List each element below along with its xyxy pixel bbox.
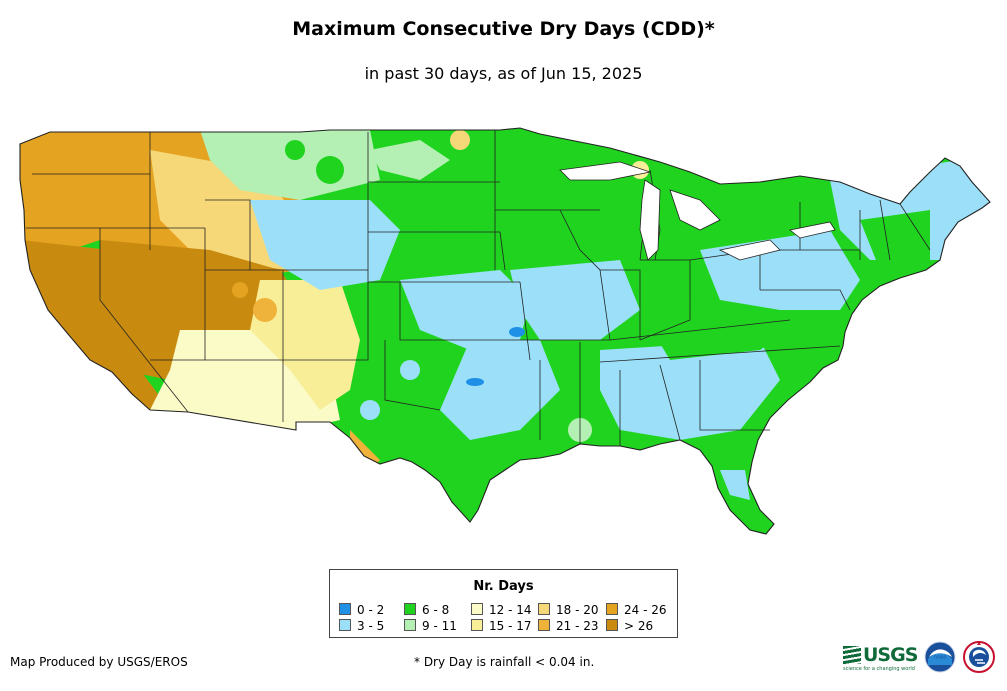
legend-swatch bbox=[339, 619, 351, 631]
nws-cloud bbox=[973, 649, 986, 657]
region-kansas-plains bbox=[400, 270, 530, 350]
legend-swatch bbox=[606, 619, 618, 631]
legend-item: 12 - 14 bbox=[471, 603, 532, 617]
legend-swatch bbox=[606, 603, 618, 615]
speckle bbox=[285, 140, 305, 160]
map-title: Maximum Consecutive Dry Days (CDD)* bbox=[292, 18, 715, 40]
legend-label: 24 - 26 bbox=[624, 603, 667, 617]
legend-label: 3 - 5 bbox=[357, 619, 385, 633]
region-four-corners bbox=[250, 280, 360, 410]
legend-swatch bbox=[471, 619, 483, 631]
usgs-wordmark: USGS bbox=[863, 644, 918, 666]
region-north-dakota-patch bbox=[370, 140, 450, 180]
legend-item: 24 - 26 bbox=[606, 603, 667, 617]
noaa-text: noaa bbox=[934, 655, 946, 661]
legend-label: 21 - 23 bbox=[556, 619, 599, 633]
legend-item: 6 - 8 bbox=[404, 603, 449, 617]
great-lakes bbox=[559, 161, 836, 261]
region-southeast bbox=[600, 340, 780, 440]
legend-swatch bbox=[538, 603, 550, 615]
usgs-tagline: science for a changing world bbox=[843, 666, 915, 672]
map-credit: Map Produced by USGS/EROS bbox=[10, 655, 188, 669]
region-california bbox=[20, 240, 170, 410]
region-texas-coast bbox=[440, 340, 560, 440]
region-appalachia bbox=[640, 290, 790, 360]
legend-label: 9 - 11 bbox=[422, 619, 457, 633]
map-subtitle: in past 30 days, as of Jun 15, 2025 bbox=[364, 64, 643, 83]
noaa-bird bbox=[929, 649, 952, 657]
legend-item: 15 - 17 bbox=[471, 619, 532, 633]
legend-swatch bbox=[538, 619, 550, 631]
nws-wind-lines bbox=[975, 659, 985, 664]
usgs-wave-icon bbox=[843, 646, 861, 664]
speckle bbox=[360, 400, 380, 420]
dry-day-footnote: * Dry Day is rainfall < 0.04 in. bbox=[414, 655, 595, 669]
nws-logo bbox=[963, 641, 995, 673]
region-mass-patch bbox=[860, 210, 930, 270]
legend-label: 12 - 14 bbox=[489, 603, 532, 617]
usgs-logo: USGS science for a changing world bbox=[843, 644, 919, 672]
speckle bbox=[400, 360, 420, 380]
legend-title: Nr. Days bbox=[473, 579, 534, 594]
region-florida-blue bbox=[720, 470, 750, 500]
legend-item: > 26 bbox=[606, 619, 653, 633]
legend-label: 18 - 20 bbox=[556, 603, 599, 617]
legend-label: > 26 bbox=[624, 619, 654, 633]
cdd-map bbox=[19, 127, 991, 535]
legend-item: 9 - 11 bbox=[404, 619, 457, 633]
speckle bbox=[232, 282, 248, 298]
legend: Nr. Days 0 - 2 3 - 5 6 - 8 9 - 11 12 - 1… bbox=[329, 569, 678, 638]
legend-label: 6 - 8 bbox=[422, 603, 450, 617]
region-oklahoma-wet bbox=[466, 378, 484, 386]
nws-marker bbox=[977, 642, 981, 645]
legend-label: 15 - 17 bbox=[489, 619, 532, 633]
region-kansas-wet bbox=[509, 327, 525, 337]
legend-swatch bbox=[339, 603, 351, 615]
noaa-logo: noaa bbox=[924, 641, 956, 673]
speckle bbox=[450, 130, 470, 150]
speckle bbox=[253, 298, 277, 322]
legend-swatch bbox=[404, 603, 416, 615]
legend-swatch bbox=[471, 603, 483, 615]
region-great-basin bbox=[100, 240, 300, 380]
speckle bbox=[316, 156, 344, 184]
legend-item: 3 - 5 bbox=[339, 619, 384, 633]
region-midwest bbox=[570, 190, 660, 260]
legend-item: 0 - 2 bbox=[339, 603, 384, 617]
legend-swatch bbox=[404, 619, 416, 631]
state-borders bbox=[19, 127, 991, 535]
region-wyoming-colorado bbox=[250, 200, 400, 290]
legend-label: 0 - 2 bbox=[357, 603, 385, 617]
legend-item: 21 - 23 bbox=[538, 619, 599, 633]
legend-item: 18 - 20 bbox=[538, 603, 599, 617]
noaa-wave bbox=[928, 653, 952, 665]
